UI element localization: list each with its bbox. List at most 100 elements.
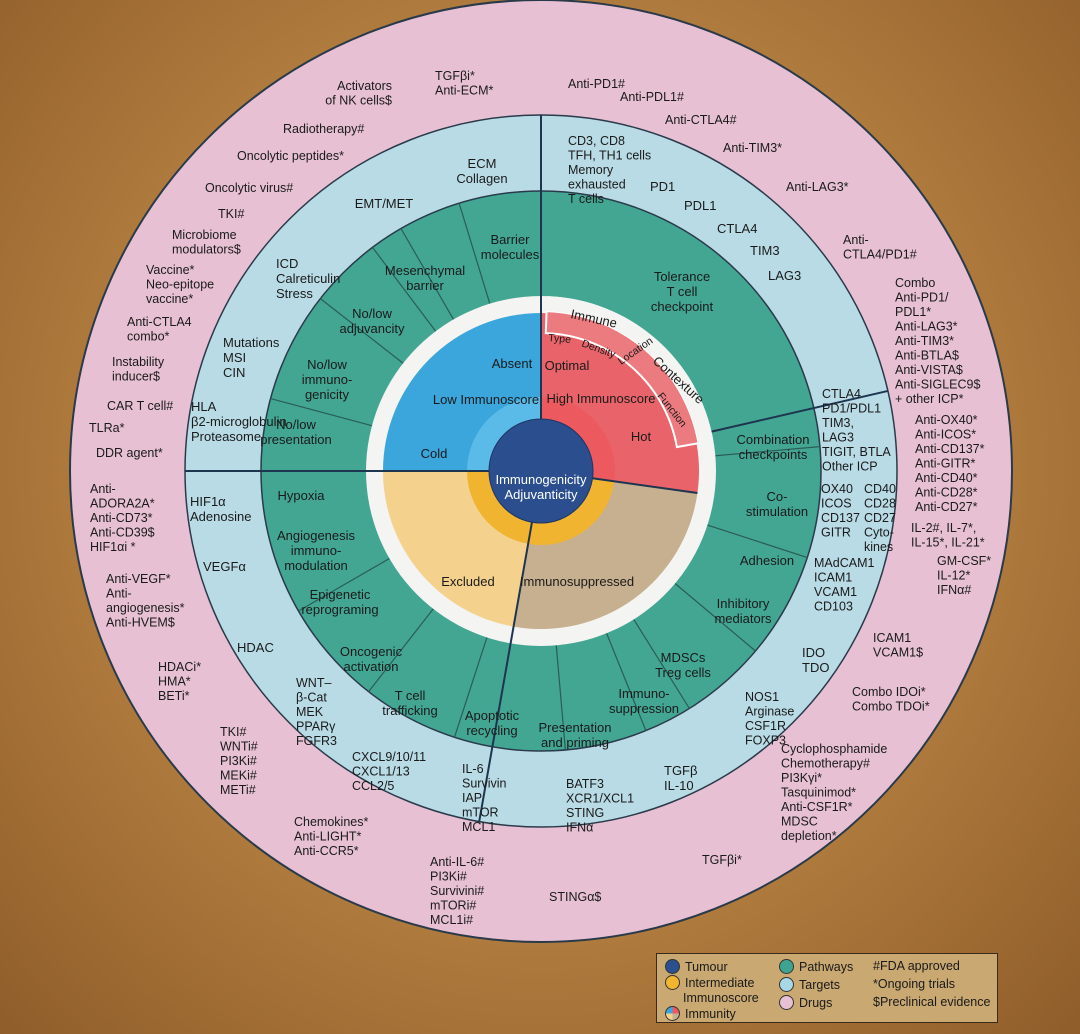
legend-drugs-label: Drugs bbox=[799, 995, 833, 1010]
targets-costimB-line: CD27 bbox=[864, 511, 896, 525]
targets-costimB-text: CD40 CD28 CD27 Cyto-kines bbox=[864, 482, 896, 554]
drugs-tki2-line: WNTi# bbox=[220, 740, 258, 754]
drugs-adora-line: HIF1αi * bbox=[90, 540, 136, 554]
drugs-actla4-line: combo* bbox=[127, 330, 170, 344]
pathways-immunosupp-text: Immuno-suppression bbox=[609, 686, 679, 716]
drugs-cyclo-line: Chemotherapy# bbox=[781, 757, 870, 771]
pathway-divider-7 bbox=[605, 633, 647, 731]
pathways-angio-line: modulation bbox=[284, 558, 348, 573]
targets-mutations-line: CIN bbox=[223, 365, 245, 380]
targets-nos-line: CSF1R bbox=[745, 719, 786, 733]
legend-immunoscore-label: Immunoscore bbox=[683, 991, 759, 1005]
targets-il6-line: Survivin bbox=[462, 777, 507, 791]
drugs-agonists-text: Anti-OX40* Anti-ICOS* Anti-CD137* Anti-GITR… bbox=[915, 413, 985, 514]
targets-batf3-text: BATF3 XCR1/XCL1 STING IFNα bbox=[566, 777, 634, 835]
pathway-divider-13 bbox=[633, 619, 690, 709]
drugs-vaccine-line: Vaccine* bbox=[146, 263, 195, 277]
immunogenicity-label: Immunogenicity bbox=[495, 472, 587, 487]
pathways-immunogenicity-line: immuno- bbox=[302, 372, 353, 387]
drugs-cyclo-line: PI3Kγi* bbox=[781, 771, 822, 785]
targets-batf3-line: STING bbox=[566, 806, 604, 820]
pathways-tolerance-line: Tolerance bbox=[654, 269, 710, 284]
legend-immunity: Immunity bbox=[665, 1006, 736, 1021]
targets-il6-line: IL-6 bbox=[462, 762, 484, 776]
targets-vegf-line: VEGFα bbox=[203, 559, 246, 574]
drugs-tki2-line: TKI# bbox=[220, 725, 246, 739]
targets-wnt-line: MEK bbox=[296, 705, 324, 719]
drugs-alag3-line: Anti-LAG3* bbox=[786, 180, 849, 194]
drugs-ido-line: Combo IDOi* bbox=[852, 685, 926, 699]
targets-checkpoints-line: Other ICP bbox=[822, 460, 878, 474]
targets-ecm-line: Collagen bbox=[456, 171, 507, 186]
high-immunoscore-label: High Immunoscore bbox=[546, 391, 655, 406]
targets-cxcl-line: CXCL1/13 bbox=[352, 765, 410, 779]
targets-checkpoints-line: TIGIT, BTLA bbox=[822, 445, 891, 459]
drugs-tki2-line: METi# bbox=[220, 783, 256, 797]
pathways-oncogenic-text: Oncogenic activation bbox=[340, 644, 403, 674]
inner-ring-intermediate bbox=[467, 471, 615, 545]
targets-icd-line: Stress bbox=[276, 286, 313, 301]
main-divider-3 bbox=[478, 522, 533, 822]
pathways-presentation-text: No/low presentation bbox=[260, 417, 332, 447]
drugs-microbiome-line: modulators$ bbox=[172, 243, 241, 257]
legend-targets: Targets bbox=[779, 977, 840, 992]
targets-wnt-line: WNT– bbox=[296, 676, 331, 690]
drugs-adora-line: ADORA2A* bbox=[90, 497, 155, 511]
pathway-divider-6 bbox=[368, 608, 434, 693]
drugs-vegfa-line: Anti-VEGF* bbox=[106, 572, 171, 586]
pathways-mdscs-line: MDSCs bbox=[661, 650, 706, 665]
pathway-divider-11 bbox=[707, 524, 808, 559]
drugs-agonists-line: Anti-CD40* bbox=[915, 471, 978, 485]
targets-tim3-line: TIM3 bbox=[750, 243, 780, 258]
drugs-tki2-text: TKI# WNTi# PI3Ki# MEKi# METi# bbox=[220, 725, 258, 797]
pathways-immunosupp-line: Immuno- bbox=[618, 686, 669, 701]
pathway-divider-4 bbox=[270, 397, 373, 427]
legend-drugs-swatch bbox=[779, 995, 794, 1010]
inner-ring-hot bbox=[541, 397, 615, 482]
targets-pdl1-line: PDL1 bbox=[684, 198, 717, 213]
drugs-nk-text: Activators of NK cells$ bbox=[325, 79, 392, 108]
pathways-oncogenic-line: Oncogenic bbox=[340, 644, 403, 659]
targets-checkpoints-line: PD1/PDL1 bbox=[822, 402, 881, 416]
drugs-ido-line: Combo TDOi* bbox=[852, 700, 930, 714]
drugs-ddr-text: DDR agent* bbox=[96, 446, 163, 460]
drugs-adora-line: Anti- bbox=[90, 482, 116, 496]
drugs-agonists-line: Anti-CD137* bbox=[915, 442, 985, 456]
drugs-combo-line: + other ICP* bbox=[895, 392, 964, 406]
drugs-cyclo-line: Anti-CSF1R* bbox=[781, 800, 853, 814]
pathways-presprim-line: and priming bbox=[541, 735, 609, 750]
drugs-cart-line: CAR T cell# bbox=[107, 399, 173, 413]
drugs-antiil6-text: Anti-IL-6# PI3Ki# Survivini# mTORi# MCL1i# bbox=[430, 855, 484, 927]
targets-adhesion-line: CD103 bbox=[814, 600, 853, 614]
pathway-divider-3 bbox=[400, 228, 455, 320]
drugs-agonists-line: Anti-ICOS* bbox=[915, 428, 976, 442]
targets-il6-text: IL-6 Survivin IAP mTOR MCL1 bbox=[462, 762, 507, 834]
drugs-cyclo-line: MDSC bbox=[781, 815, 818, 829]
pathway-dividers bbox=[270, 203, 820, 750]
targets-ctla4-text: CTLA4 bbox=[717, 221, 757, 236]
pathways-presprim-text: Presentation and priming bbox=[539, 720, 612, 750]
targets-cd3-line: T cells bbox=[568, 192, 604, 206]
drugs-tgfbi-top-line: TGFβi* bbox=[435, 69, 475, 83]
pathways-mesenchymal-text: Mesenchymal barrier bbox=[385, 263, 465, 293]
drugs-tgfbi-top-line: Anti-ECM* bbox=[435, 84, 493, 98]
legend-immunity-label: Immunity bbox=[685, 1006, 736, 1021]
pathways-immunogenicity-line: No/low bbox=[307, 357, 347, 372]
pathways-adjuvancity-line: adjuvancity bbox=[339, 321, 405, 336]
targets-ido-line: IDO bbox=[802, 645, 825, 660]
drugs-chemokines-line: Anti-CCR5* bbox=[294, 844, 359, 858]
legend-pathways-label: Pathways bbox=[799, 959, 854, 974]
drugs-actla4-line: Anti-CTLA4 bbox=[127, 315, 192, 329]
legend-note-fda: #FDA approved bbox=[873, 959, 960, 973]
drugs-agonists-line: Anti-GITR* bbox=[915, 457, 976, 471]
targets-wnt-line: PPARγ bbox=[296, 720, 336, 734]
pathways-trafficking-line: T cell bbox=[395, 688, 426, 703]
pathways-tolerance-line: checkpoint bbox=[651, 299, 714, 314]
targets-lag3-text: LAG3 bbox=[768, 268, 801, 283]
drugs-chemokines-line: Chemokines* bbox=[294, 815, 368, 829]
targets-costimB-line: CD40 bbox=[864, 482, 896, 496]
pathways-angio-line: Angiogenesis bbox=[277, 528, 356, 543]
drugs-alag3-text: Anti-LAG3* bbox=[786, 180, 849, 194]
targets-wnt-line: FGFR3 bbox=[296, 734, 337, 748]
